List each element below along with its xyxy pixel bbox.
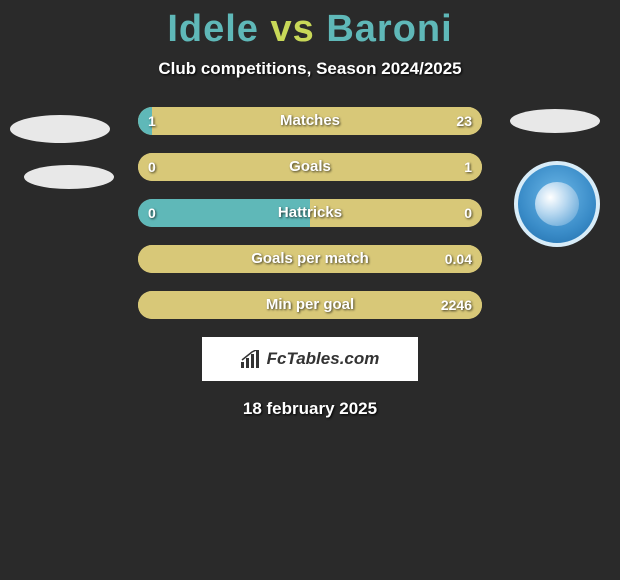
player1-name: Idele (167, 8, 259, 50)
branding-box[interactable]: FcTables.com (202, 337, 418, 381)
stat-value-left: 0 (148, 199, 156, 227)
stat-row: Matches1 23 (138, 107, 482, 135)
date-label: 18 february 2025 (0, 399, 620, 419)
stat-value-right: 0 (464, 199, 472, 227)
stat-row: Goals per match0.04 (138, 245, 482, 273)
stat-label: Hattricks (138, 199, 482, 227)
stat-label: Min per goal (138, 291, 482, 319)
stat-value-left: 0 (148, 153, 156, 181)
subtitle: Club competitions, Season 2024/2025 (0, 59, 620, 79)
stat-value-right: 1 (464, 153, 472, 181)
stat-label: Goals per match (138, 245, 482, 273)
chart-icon (241, 350, 263, 368)
badge-shape (24, 165, 114, 189)
badge-shape (10, 115, 110, 143)
player1-badge (10, 107, 110, 207)
club-crest-icon (514, 161, 600, 247)
stat-rows: Matches123Goals01Hattricks00Goals per ma… (138, 107, 482, 319)
page-title: Idele vs Baroni (0, 0, 620, 51)
comparison-chart: Matches123Goals01Hattricks00Goals per ma… (0, 107, 620, 319)
stat-value-right: 2246 (441, 291, 472, 319)
stat-label: Matches (138, 107, 482, 135)
stat-value-right: 23 (456, 107, 472, 135)
badge-shape (510, 109, 600, 133)
player2-name: Baroni (326, 8, 452, 50)
vs-word: vs (270, 8, 314, 50)
stat-value-right: 0.04 (445, 245, 472, 273)
stat-value-left: 1 (148, 107, 156, 135)
player2-badge (500, 107, 600, 207)
crest-inner (535, 182, 579, 226)
stat-row: Hattricks0 0 (138, 199, 482, 227)
stat-row: Goals0 1 (138, 153, 482, 181)
stat-row: Min per goal2246 (138, 291, 482, 319)
branding-text: FcTables.com (267, 349, 380, 369)
stat-label: Goals (138, 153, 482, 181)
